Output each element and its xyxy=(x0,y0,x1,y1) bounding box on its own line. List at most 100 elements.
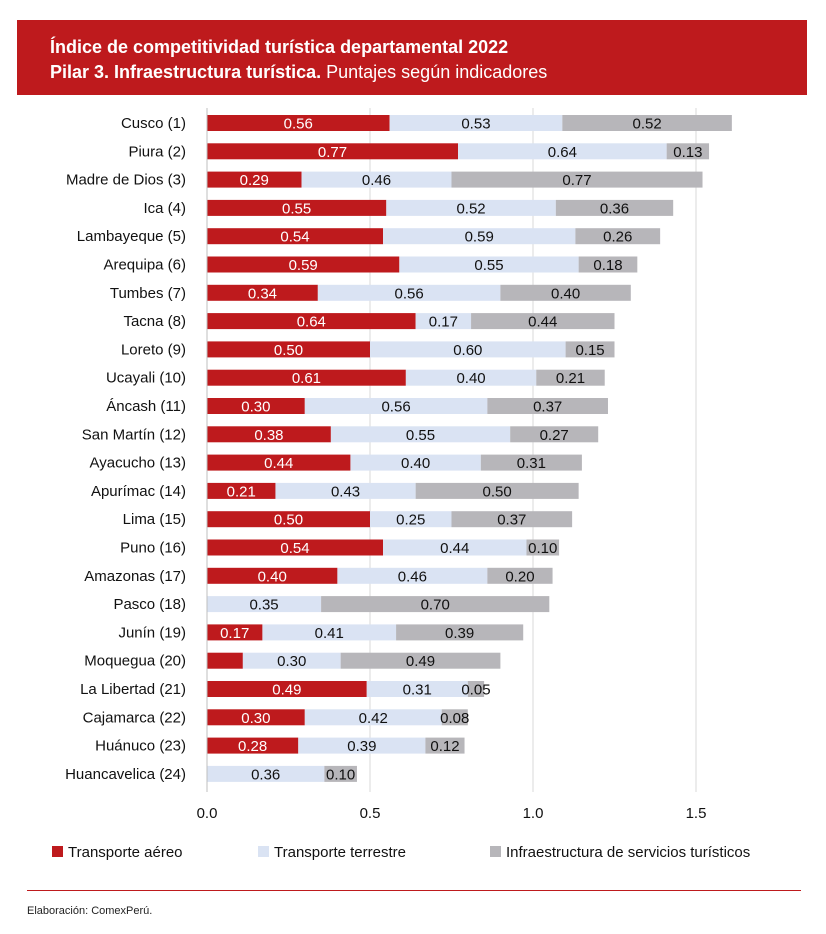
bar-segment xyxy=(415,313,472,330)
data-label: 0.70 xyxy=(421,597,450,614)
bar-segment xyxy=(207,482,276,499)
category-label: Madre de Dios (3) xyxy=(66,172,186,189)
data-label: 0.40 xyxy=(258,568,287,585)
bar-segment xyxy=(301,171,452,188)
data-label: 0.53 xyxy=(461,116,490,133)
data-label: 0.39 xyxy=(445,625,474,642)
bar-segment xyxy=(207,171,302,188)
bar-segment xyxy=(317,284,501,301)
data-label: 0.21 xyxy=(556,370,585,387)
bar-segment xyxy=(666,143,710,160)
category-label: Ucayali (10) xyxy=(106,370,186,387)
data-label: 0.26 xyxy=(603,229,632,246)
bar-segment xyxy=(555,199,674,216)
bar-segment xyxy=(415,482,579,499)
data-label: 0.54 xyxy=(280,229,309,246)
bar-segment xyxy=(458,143,667,160)
data-label: 0.59 xyxy=(465,229,494,246)
legend-swatch xyxy=(258,846,269,857)
bar-segment xyxy=(526,539,560,556)
bar-segment xyxy=(304,398,488,414)
chart-subtitle: Pilar 3. Infraestructura turística. Punt… xyxy=(50,62,547,83)
legend-label: Transporte terrestre xyxy=(274,844,406,861)
data-label: 0.56 xyxy=(395,285,424,302)
bar-segment xyxy=(487,567,553,584)
bar-segment xyxy=(467,681,485,697)
bar-segment xyxy=(383,539,527,556)
data-label: 0.59 xyxy=(289,257,318,274)
bar-segment xyxy=(487,398,608,414)
category-label: Cusco (1) xyxy=(121,115,186,132)
bar-segment xyxy=(451,171,703,188)
bar-segment xyxy=(562,115,732,131)
data-label: 0.37 xyxy=(497,512,526,529)
data-label: 0.56 xyxy=(284,116,313,133)
bar-segment xyxy=(262,624,397,641)
bar-segment xyxy=(207,539,384,556)
data-label: 0.49 xyxy=(272,682,301,699)
data-label: 0.17 xyxy=(429,314,458,331)
bar-segment xyxy=(451,511,573,528)
category-label: Cajamarca (22) xyxy=(83,709,186,726)
bar-segment xyxy=(324,765,357,782)
bar-segment xyxy=(275,482,416,499)
category-label: Tacna (8) xyxy=(123,313,186,330)
category-label: Lambayeque (5) xyxy=(77,228,186,245)
data-label: 0.40 xyxy=(401,455,430,472)
category-label: Piura (2) xyxy=(128,143,186,160)
data-label: 0.36 xyxy=(600,200,629,217)
data-label: 0.55 xyxy=(282,200,311,217)
data-label: 0.77 xyxy=(318,144,347,161)
data-label: 0.64 xyxy=(297,314,326,331)
data-label: 0.27 xyxy=(540,427,569,444)
legend-swatch xyxy=(52,846,63,857)
bar-segment xyxy=(578,256,638,273)
footer-divider xyxy=(27,890,801,891)
data-label: 0.49 xyxy=(406,653,435,670)
category-label: Moquegua (20) xyxy=(84,653,186,670)
bar-segment xyxy=(337,567,488,584)
category-label: Apurímac (14) xyxy=(91,483,186,500)
data-label: 0.25 xyxy=(396,512,425,529)
bar-segment xyxy=(370,511,452,528)
bar-segment xyxy=(242,652,341,669)
bar-segment xyxy=(207,313,416,330)
data-label: 0.41 xyxy=(315,625,344,642)
chart-plot: 0.0 0.5 1.0 1.5 Cusco (1) 0.56 0.53 0.52 Piura (… xyxy=(52,108,750,861)
bar-segment xyxy=(399,256,579,273)
data-label: 0.64 xyxy=(548,144,577,161)
category-label: Loreto (9) xyxy=(121,341,186,358)
bar-segment xyxy=(207,624,263,641)
data-label: 0.42 xyxy=(359,710,388,727)
data-label: 0.43 xyxy=(331,483,360,500)
bar-segment xyxy=(536,369,605,386)
bar-segment xyxy=(207,284,318,301)
bar-segment xyxy=(207,341,370,358)
data-label: 0.61 xyxy=(292,370,321,387)
x-tick-label: 1.0 xyxy=(523,805,544,822)
category-label: Puno (16) xyxy=(120,540,186,557)
bar-segment xyxy=(425,737,465,754)
data-label: 0.50 xyxy=(483,483,512,500)
bar-segment xyxy=(383,228,576,245)
data-label: 0.50 xyxy=(274,342,303,359)
bar-segment xyxy=(207,652,243,669)
data-label: 0.10 xyxy=(528,540,557,557)
bar-segment xyxy=(207,398,305,414)
data-label: 0.56 xyxy=(381,399,410,416)
bar-segment xyxy=(405,369,537,386)
data-label: 0.21 xyxy=(227,483,256,500)
data-label: 0.52 xyxy=(632,116,661,133)
data-label: 0.10 xyxy=(326,766,355,783)
category-label: Pasco (18) xyxy=(113,596,186,613)
category-label: Huánuco (23) xyxy=(95,738,186,755)
category-label: Ica (4) xyxy=(143,200,186,217)
data-label: 0.55 xyxy=(406,427,435,444)
data-label: 0.18 xyxy=(593,257,622,274)
legend-label: Transporte aéreo xyxy=(68,844,183,861)
data-label: 0.35 xyxy=(249,597,278,614)
data-label: 0.38 xyxy=(254,427,283,444)
bar-segment xyxy=(207,681,367,697)
bar-segment xyxy=(396,624,524,641)
bar-segment xyxy=(565,341,615,358)
